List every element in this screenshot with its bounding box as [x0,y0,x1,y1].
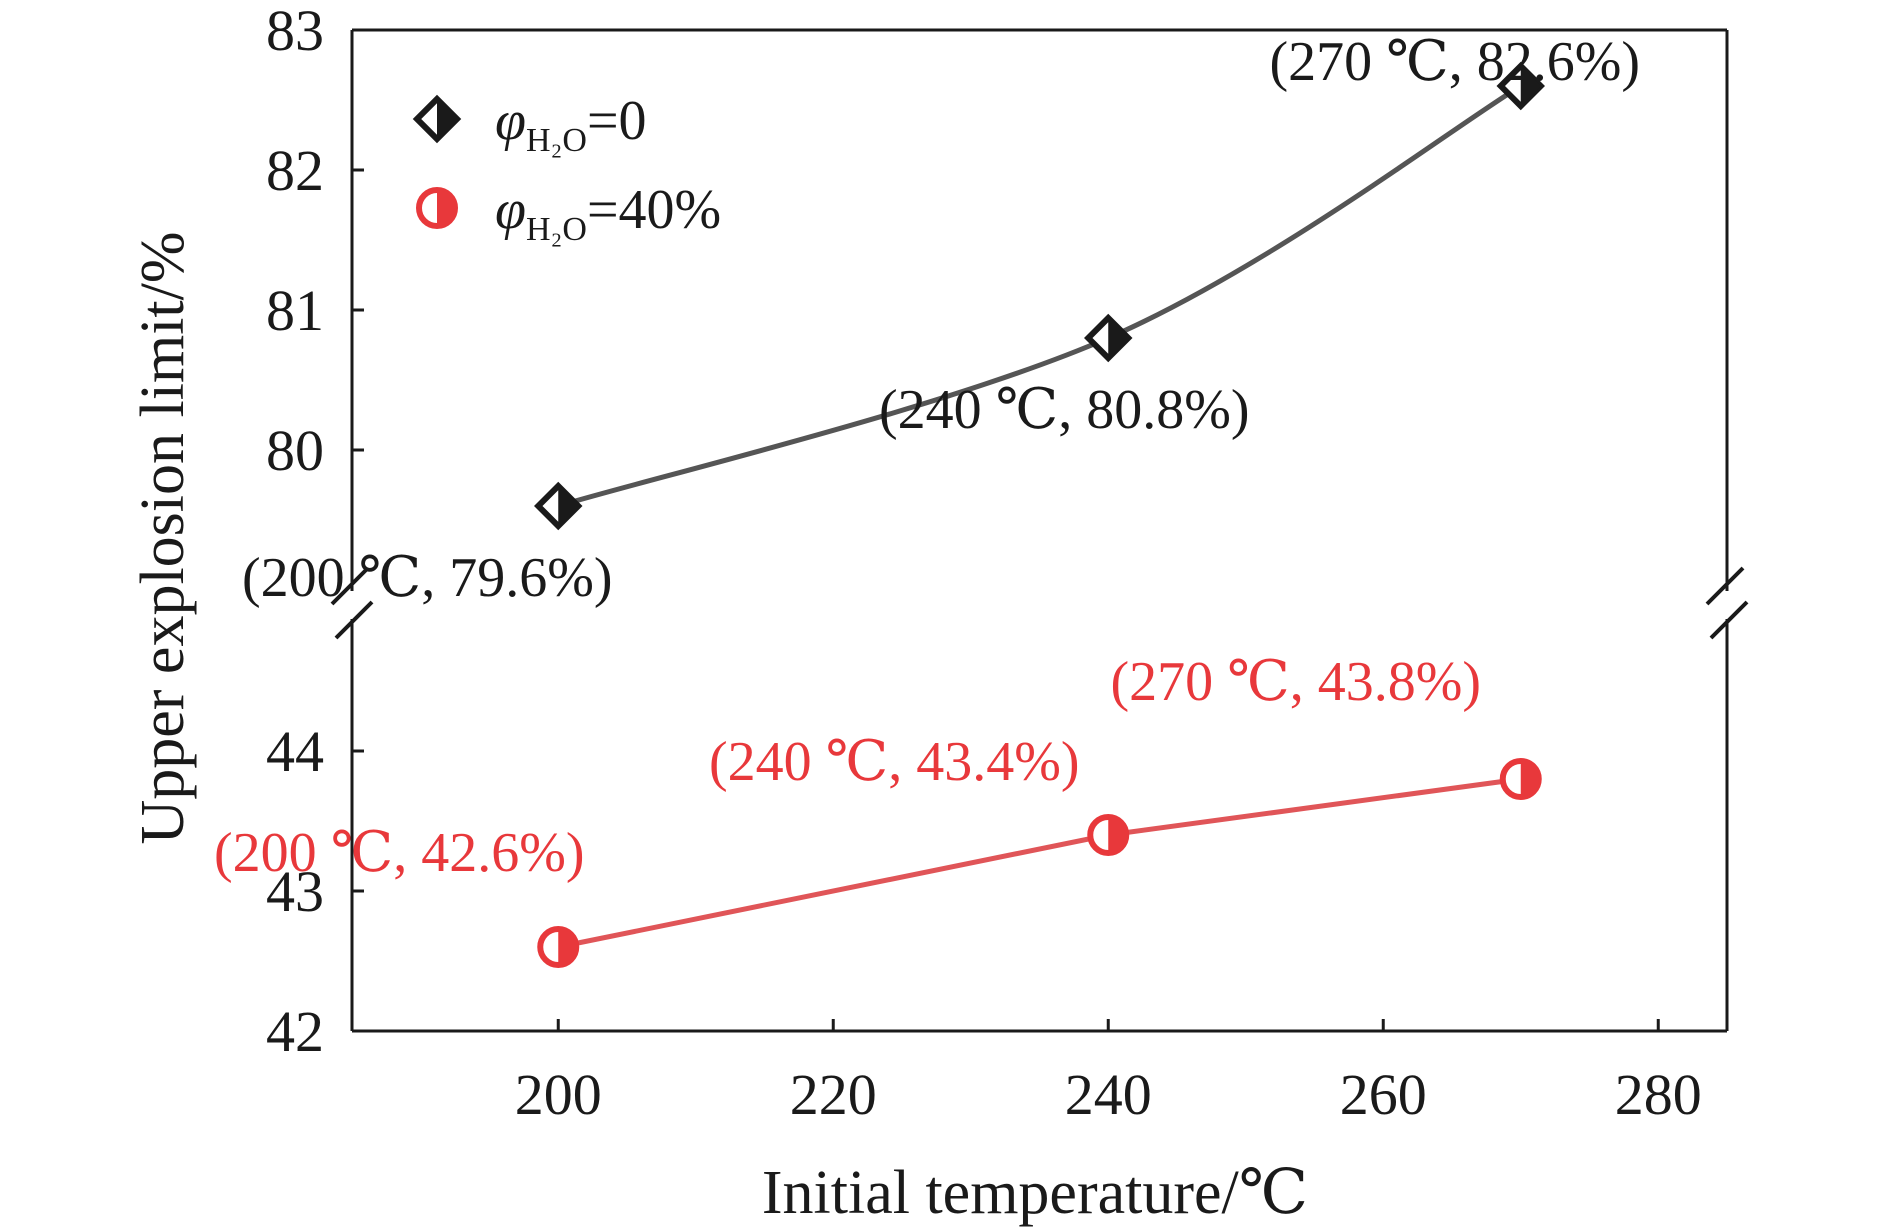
legend-label: φH₂O=40% [495,179,721,248]
y-tick-label: 42 [266,999,324,1064]
data-label: (240 ℃, 43.4%) [709,731,1080,793]
ticks: 200 220 240 260 280 80 81 82 83 42 43 44 [266,0,1702,1127]
x-axis-title: Initial temperature/℃ [762,1159,1308,1227]
marker-circle [537,926,580,968]
data-label: (270 ℃, 43.8%) [1110,651,1481,713]
x-tick-label: 240 [1065,1062,1152,1127]
data-label: (200 ℃, 79.6%) [242,547,613,609]
axis-break-left-mark-2 [334,600,374,640]
x-tick-label: 200 [515,1062,602,1127]
y-tick-label: 83 [266,0,324,63]
legend-entry-1: φH₂O=40% [416,179,721,248]
y-tick-label: 44 [266,719,324,784]
x-tick-label: 280 [1615,1062,1702,1127]
x-tick-label: 260 [1340,1062,1427,1127]
y-tick-label: 82 [266,138,324,203]
axis-break-left-mark-1 [330,566,370,606]
series-line [557,776,1522,950]
marker-diamond [412,94,462,144]
x-tick-label: 220 [790,1062,877,1127]
series: (200 ℃, 79.6%) (240 ℃, 80.8%) (270 ℃, 82.6… [214,31,1640,968]
data-label: (200 ℃, 42.6%) [214,822,585,884]
series-1: (200 ℃, 42.6%) (240 ℃, 43.4%) (270 ℃, 43.8… [214,651,1542,968]
y-tick-label: 80 [266,418,324,483]
legend-label: φH₂O=0 [495,90,647,159]
axes [330,28,1749,1033]
y-tick-label: 43 [266,859,324,924]
marker-diamond [1496,61,1545,111]
series-line [557,83,1523,509]
legend: φH₂O=0 φH₂O=40% [412,90,721,248]
data-label: (240 ℃, 80.8%) [879,379,1250,441]
axis-break-right-mark-2 [1709,600,1749,640]
axis-break-right-mark-1 [1705,566,1745,606]
y-axis-title: Upper explosion limit/% [129,231,197,844]
marker-circle [416,187,458,229]
legend-entry-0: φH₂O=0 [412,90,647,159]
marker-circle [1087,814,1130,856]
y-tick-label: 81 [266,278,324,343]
marker-diamond [534,481,583,531]
series-0: (200 ℃, 79.6%) (240 ℃, 80.8%) (270 ℃, 82.6… [242,31,1640,609]
marker-circle [1499,758,1542,800]
marker-diamond [1084,313,1133,363]
data-label: (270 ℃, 82.6%) [1269,31,1640,93]
